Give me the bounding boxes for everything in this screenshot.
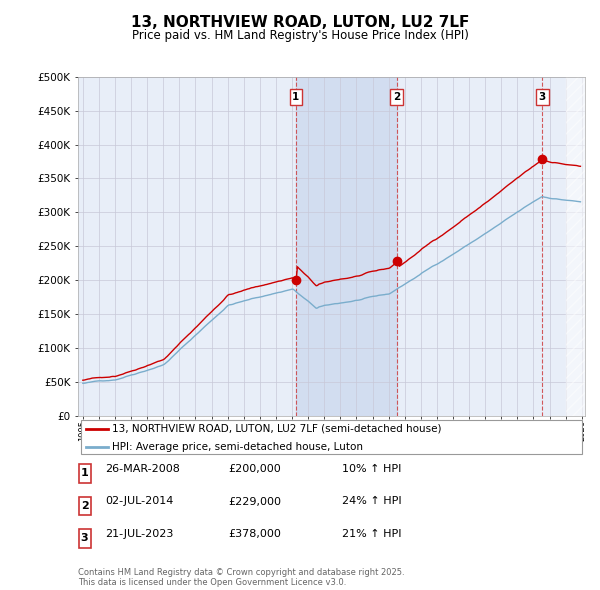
Text: 1: 1 — [81, 468, 88, 478]
Text: 21-JUL-2023: 21-JUL-2023 — [105, 529, 173, 539]
Text: 2: 2 — [81, 501, 88, 511]
Text: HPI: Average price, semi-detached house, Luton: HPI: Average price, semi-detached house,… — [112, 442, 364, 453]
Text: 02-JUL-2014: 02-JUL-2014 — [105, 497, 173, 506]
Text: 13, NORTHVIEW ROAD, LUTON, LU2 7LF: 13, NORTHVIEW ROAD, LUTON, LU2 7LF — [131, 15, 469, 30]
Text: 10% ↑ HPI: 10% ↑ HPI — [342, 464, 401, 474]
Text: 24% ↑ HPI: 24% ↑ HPI — [342, 497, 401, 506]
FancyBboxPatch shape — [79, 497, 91, 515]
Text: £229,000: £229,000 — [228, 497, 281, 506]
Text: 26-MAR-2008: 26-MAR-2008 — [105, 464, 180, 474]
Text: Price paid vs. HM Land Registry's House Price Index (HPI): Price paid vs. HM Land Registry's House … — [131, 30, 469, 42]
FancyBboxPatch shape — [79, 529, 91, 548]
FancyBboxPatch shape — [80, 420, 583, 454]
Bar — [296, 77, 397, 416]
Text: 1: 1 — [292, 92, 299, 102]
Text: 13, NORTHVIEW ROAD, LUTON, LU2 7LF (semi-detached house): 13, NORTHVIEW ROAD, LUTON, LU2 7LF (semi… — [112, 424, 442, 434]
Bar — [566, 77, 585, 416]
FancyBboxPatch shape — [79, 464, 91, 483]
Text: 3: 3 — [539, 92, 546, 102]
Text: 3: 3 — [81, 533, 88, 543]
Text: Contains HM Land Registry data © Crown copyright and database right 2025.
This d: Contains HM Land Registry data © Crown c… — [78, 568, 404, 587]
Text: 2: 2 — [393, 92, 400, 102]
Text: 21% ↑ HPI: 21% ↑ HPI — [342, 529, 401, 539]
Text: £200,000: £200,000 — [228, 464, 281, 474]
Text: £378,000: £378,000 — [228, 529, 281, 539]
